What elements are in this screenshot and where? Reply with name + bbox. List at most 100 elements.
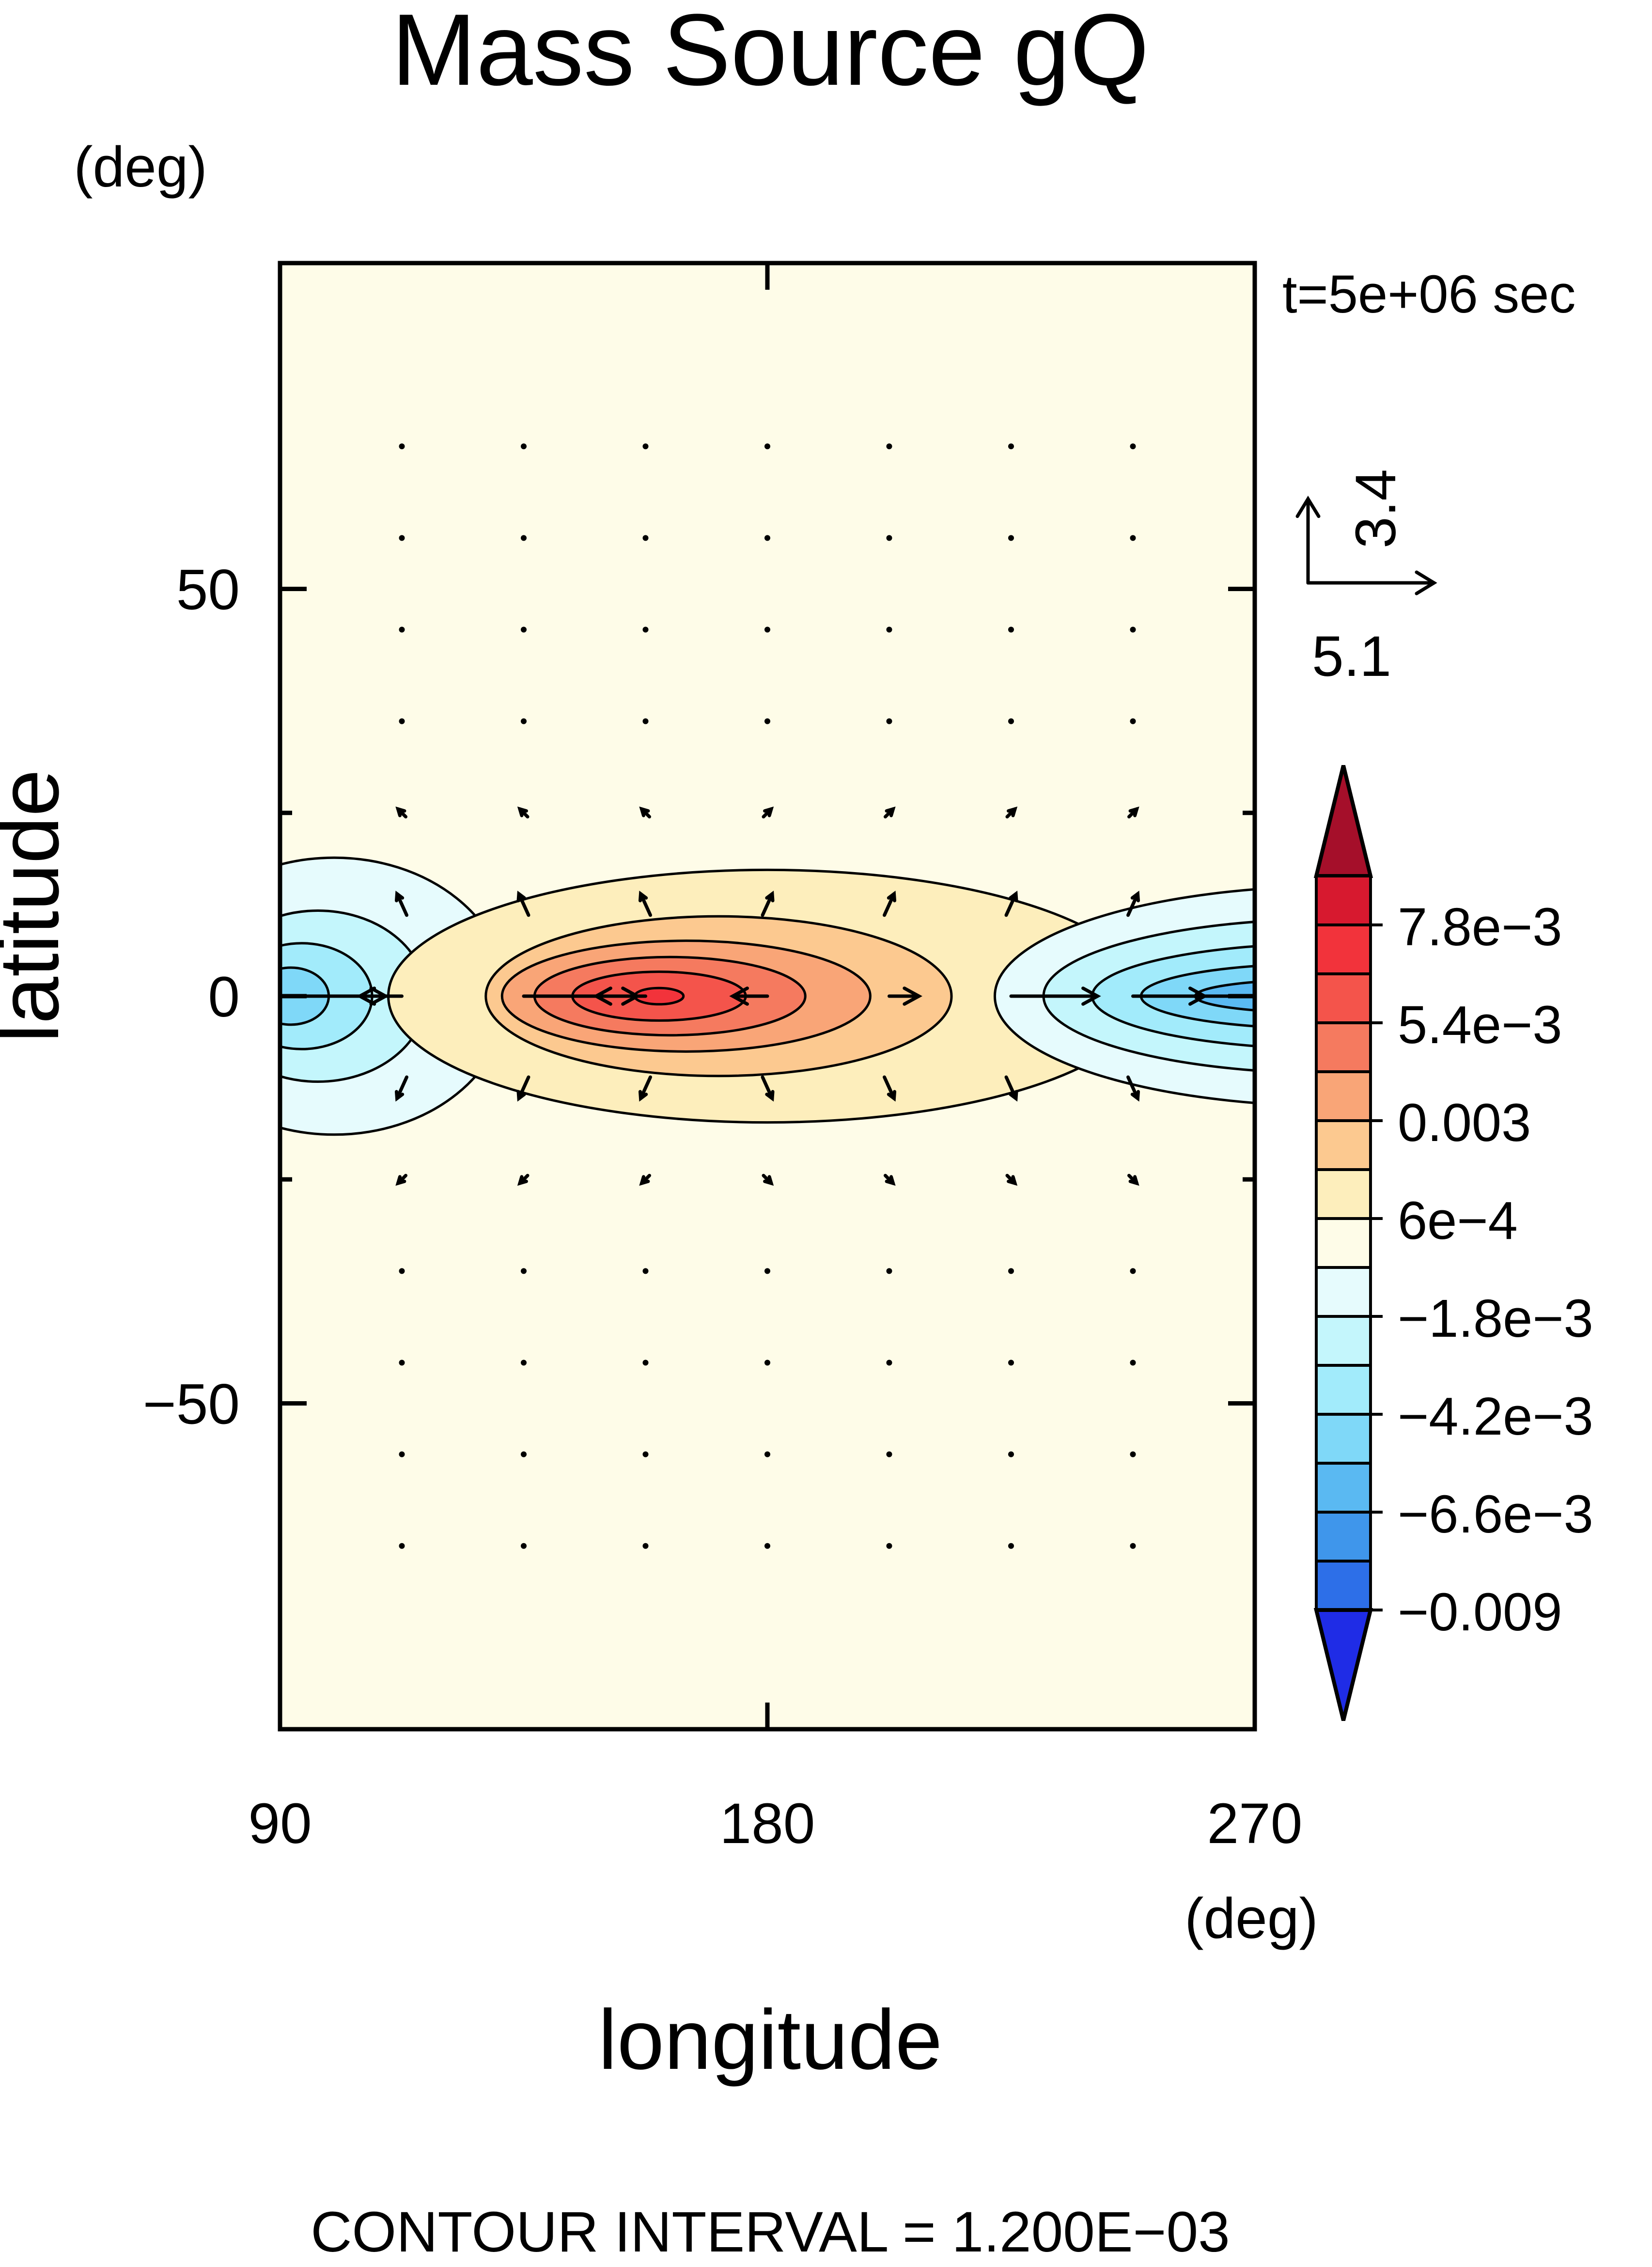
vector-dot: [399, 1451, 405, 1457]
colorbar-bin: [1315, 1168, 1372, 1220]
vector-arrow: [516, 1075, 530, 1102]
colorbar-bin: [1315, 1462, 1372, 1514]
x-axis-label: longitude: [598, 1993, 942, 2087]
vector-dot: [764, 535, 770, 541]
y-tick-label: 0: [208, 965, 240, 1029]
colorbar-bin: [1315, 972, 1372, 1024]
vector-dot: [399, 1543, 405, 1549]
colorbar-bin: [1315, 875, 1372, 926]
vector-arrow: [395, 806, 407, 819]
vector-arrow: [1126, 891, 1140, 917]
colorbar-bin: [1315, 1364, 1372, 1416]
colorbar-bin: [1315, 1266, 1372, 1318]
vector-dot: [1130, 1360, 1136, 1366]
vector-arrow: [1009, 986, 1101, 1006]
vector-dot: [642, 1543, 649, 1549]
vector-arrow: [1004, 891, 1018, 917]
vector-dot: [886, 718, 892, 724]
reference-vector-u-label: 5.1: [1312, 625, 1391, 688]
y-tick-label: 50: [176, 558, 240, 622]
vector-dot: [1130, 535, 1136, 541]
vector-dot: [764, 626, 770, 633]
vector-arrow: [517, 1173, 530, 1186]
vector-arrow: [888, 986, 922, 1006]
vector-arrow: [639, 806, 651, 819]
vector-dot: [1130, 443, 1136, 450]
vector-dot: [642, 718, 649, 724]
vector-dot: [764, 1268, 770, 1274]
vector-arrow: [1005, 806, 1018, 819]
vector-field: [280, 443, 1255, 1549]
colorbar-tick-label: 5.4e−3: [1398, 995, 1562, 1055]
vector-arrow: [762, 1173, 774, 1186]
colorbar-tick-label: 6e−4: [1398, 1191, 1518, 1251]
vector-arrow: [516, 891, 530, 917]
footer-note: CONTOUR INTERVAL = 1.200E−03: [311, 2200, 1230, 2264]
vector-dot: [1008, 1543, 1014, 1549]
vector-dot: [1008, 718, 1014, 724]
vector-dot: [1008, 535, 1014, 541]
chart-title: Mass Source gQ: [391, 0, 1149, 107]
axes: 90 180 270 −50 0 50: [143, 263, 1303, 1856]
vector-dot: [521, 535, 527, 541]
colorbar: 7.8e−3 5.4e−3 0.003 6e−4 −1.8e−3 −4.2e−3 −6.6e…: [1313, 765, 1593, 1721]
colorbar-bin: [1315, 1511, 1372, 1563]
vector-dot: [399, 626, 405, 633]
vector-dot: [886, 1360, 892, 1366]
vector-dot: [886, 535, 892, 541]
vector-arrow: [761, 1075, 775, 1102]
vector-dot: [399, 443, 405, 450]
vector-dot: [521, 718, 527, 724]
vector-arrow: [517, 806, 530, 819]
vector-arrow: [638, 1075, 652, 1102]
vector-dot: [642, 1360, 649, 1366]
colorbar-bin: [1315, 1413, 1372, 1465]
vector-dot: [1130, 626, 1136, 633]
vector-dot: [1130, 1268, 1136, 1274]
time-label: t=5e+06 sec: [1282, 265, 1575, 324]
vector-dot: [764, 718, 770, 724]
vector-arrow: [883, 891, 897, 917]
colorbar-bin: [1315, 1560, 1372, 1611]
vector-dot: [886, 626, 892, 633]
colorbar-bin: [1315, 1217, 1372, 1269]
vector-dot: [521, 1543, 527, 1549]
vector-dot: [764, 1451, 770, 1457]
colorbar-tick-label: −6.6e−3: [1398, 1485, 1593, 1544]
vector-arrow: [1005, 1173, 1018, 1186]
vector-dot: [886, 443, 892, 450]
vector-arrow: [638, 891, 652, 917]
vector-arrow: [639, 1173, 651, 1186]
vector-dot: [642, 626, 649, 633]
vector-arrow: [761, 891, 775, 917]
vector-arrow: [1126, 1075, 1140, 1102]
colorbar-tick-label: −0.009: [1398, 1582, 1562, 1642]
vector-dot: [521, 443, 527, 450]
vector-dot: [399, 1360, 405, 1366]
vector-arrow: [394, 1075, 408, 1102]
colorbar-bin: [1315, 1315, 1372, 1367]
vector-arrow: [395, 1173, 407, 1186]
colorbar-tick-label: 0.003: [1398, 1093, 1531, 1153]
vector-dot: [521, 1268, 527, 1274]
vector-dot: [886, 1451, 892, 1457]
colorbar-bin: [1315, 1021, 1372, 1073]
colorbar-tick-label: 7.8e−3: [1398, 897, 1562, 957]
x-tick-label: 180: [720, 1792, 815, 1856]
vector-dot: [642, 535, 649, 541]
y-unit-label: (deg): [74, 135, 207, 199]
vector-dot: [1130, 718, 1136, 724]
vector-dot: [521, 1360, 527, 1366]
y-tick-label: −50: [143, 1373, 240, 1437]
vector-dot: [1008, 443, 1014, 450]
vector-dot: [1008, 626, 1014, 633]
vector-dot: [886, 1543, 892, 1549]
vector-dot: [764, 1543, 770, 1549]
vector-dot: [764, 1360, 770, 1366]
x-tick-label: 270: [1207, 1792, 1303, 1856]
colorbar-bin: [1315, 1070, 1372, 1122]
vector-arrow: [884, 1173, 896, 1186]
reference-vector: [1295, 495, 1437, 595]
colorbar-top-triangle: [1313, 765, 1373, 878]
